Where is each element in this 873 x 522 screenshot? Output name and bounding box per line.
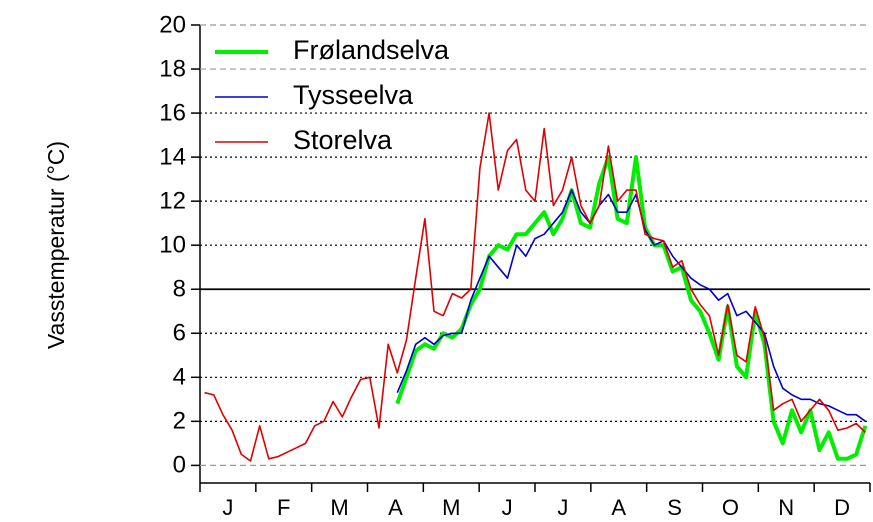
y-tick-label: 2 bbox=[173, 408, 186, 435]
x-tick-label: D bbox=[834, 495, 850, 520]
y-tick-label: 14 bbox=[159, 143, 186, 170]
y-tick-label: 10 bbox=[159, 232, 186, 259]
legend-label: Storelva bbox=[293, 125, 393, 155]
legend-label: Frølandselva bbox=[293, 35, 450, 65]
series-line bbox=[396, 189, 866, 422]
x-tick-label: J bbox=[502, 495, 513, 520]
y-tick-label: 16 bbox=[159, 99, 186, 126]
x-tick-label: F bbox=[277, 495, 290, 520]
x-tick-label: O bbox=[722, 495, 739, 520]
y-tick-label: 0 bbox=[173, 452, 186, 479]
x-tick-label: N bbox=[778, 495, 794, 520]
y-tick-label: 12 bbox=[159, 187, 186, 214]
y-tick-label: 4 bbox=[173, 364, 186, 391]
legend-label: Tysseelva bbox=[293, 80, 414, 110]
x-tick-label: J bbox=[557, 495, 568, 520]
y-tick-label: 8 bbox=[173, 276, 186, 303]
y-tick-label: 18 bbox=[159, 55, 186, 82]
x-tick-label: A bbox=[611, 495, 626, 520]
x-tick-label: M bbox=[330, 495, 348, 520]
y-tick-label: 20 bbox=[159, 11, 186, 38]
series-line bbox=[204, 112, 866, 462]
x-tick-label: J bbox=[222, 495, 233, 520]
x-tick-label: S bbox=[667, 495, 682, 520]
y-axis-label: Vasstemperatur (°C) bbox=[43, 141, 69, 349]
x-tick-label: M bbox=[442, 495, 460, 520]
y-tick-label: 6 bbox=[173, 320, 186, 347]
x-tick-label: A bbox=[388, 495, 403, 520]
